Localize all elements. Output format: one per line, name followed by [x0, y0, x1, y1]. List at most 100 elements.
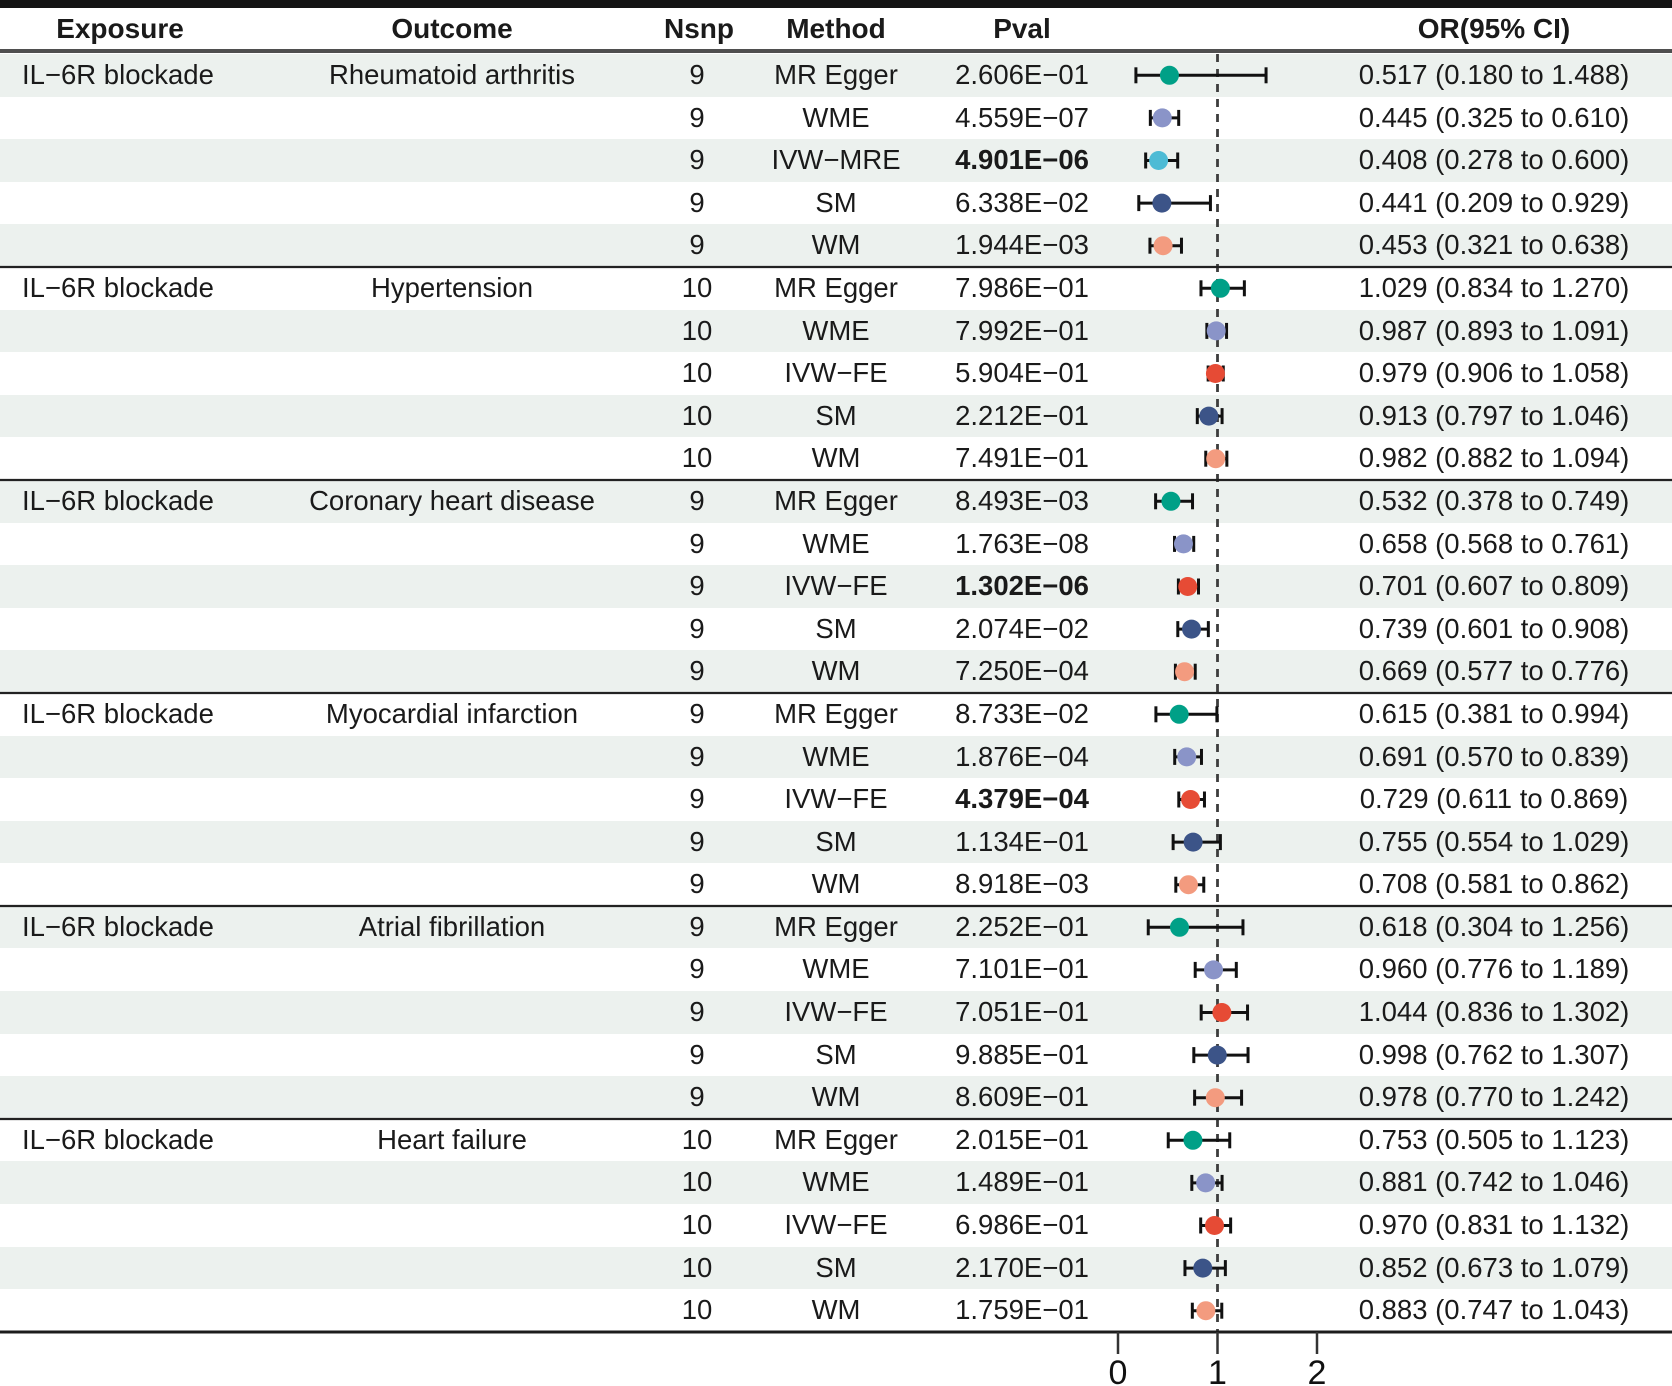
method-cell: SM: [815, 399, 857, 431]
pval-cell: 7.051E−01: [955, 996, 1089, 1028]
pval-cell: 7.986E−01: [955, 271, 1089, 303]
or-ci-cell: 0.960 (0.776 to 1.189): [1358, 953, 1630, 985]
outcome-cell: Hypertension: [370, 271, 534, 303]
table-row: 10 SM 2.170E−01 0.852 (0.673 to 1.079): [0, 1246, 1672, 1290]
table-row: IL−6R blockade Heart failure 10 MR Egger…: [0, 1119, 1672, 1162]
column-header-or-ci: OR(95% CI): [1417, 13, 1571, 44]
table-row: 9 IVW−FE 7.051E−01 1.044 (0.836 to 1.302…: [0, 991, 1672, 1034]
or-ci-cell: 1.044 (0.836 to 1.302): [1358, 996, 1630, 1028]
nsnp-cell: 10: [681, 1123, 713, 1155]
method-cell: WME: [802, 740, 870, 772]
table-row: IL−6R blockade Myocardial infarction 9 M…: [0, 693, 1672, 736]
nsnp-cell: 10: [681, 314, 713, 346]
nsnp-cell: 9: [689, 868, 705, 900]
nsnp-cell: 9: [689, 783, 705, 815]
forest-plot-cell: [1102, 480, 1338, 523]
forest-plot-cell: [1102, 523, 1338, 566]
or-ci-cell: 0.978 (0.770 to 1.242): [1358, 1081, 1630, 1113]
column-header-pval: Pval: [993, 13, 1051, 44]
outcome-cell: [240, 182, 664, 225]
method-cell: WME: [802, 101, 870, 133]
column-header-method: Method: [786, 13, 886, 44]
or-ci-cell: 0.445 (0.325 to 0.610): [1358, 101, 1630, 133]
exposure-cell: [0, 139, 240, 182]
pval-cell: 5.904E−01: [955, 357, 1089, 389]
table-row: 9 IVW−MRE 4.901E−06 0.408 (0.278 to 0.60…: [0, 139, 1672, 182]
pval-cell: 1.302E−06: [955, 570, 1089, 602]
forest-plot-cell: [1102, 778, 1338, 821]
or-ci-cell: 0.755 (0.554 to 1.029): [1358, 825, 1630, 857]
outcome-cell: [240, 991, 664, 1034]
outcome-cell: [240, 608, 664, 651]
method-cell: WME: [802, 527, 870, 559]
exposure-cell: IL−6R blockade: [22, 697, 214, 729]
table-row: IL−6R blockade Coronary heart disease 9 …: [0, 479, 1672, 523]
method-cell: WM: [811, 1294, 861, 1326]
pval-cell: 2.170E−01: [955, 1251, 1089, 1283]
pval-cell: 7.250E−04: [955, 655, 1089, 687]
forest-plot-cell: [1102, 182, 1338, 225]
table-row: 9 IVW−FE 1.302E−06 0.701 (0.607 to 0.809…: [0, 565, 1672, 608]
or-ci-cell: 0.691 (0.570 to 0.839): [1358, 740, 1630, 772]
forest-plot-cell: [1102, 650, 1338, 693]
table-row: 9 SM 1.134E−01 0.755 (0.554 to 1.029): [0, 820, 1672, 864]
method-cell: MR Egger: [774, 271, 898, 303]
or-ci-cell: 0.669 (0.577 to 0.776): [1358, 655, 1630, 687]
or-ci-cell: 0.729 (0.611 to 0.869): [1359, 783, 1629, 815]
forest-plot-cell: [1102, 1119, 1338, 1162]
table-row: 10 SM 2.212E−01 0.913 (0.797 to 1.046): [0, 394, 1672, 438]
or-ci-cell: 0.970 (0.831 to 1.132): [1358, 1209, 1630, 1241]
outcome-cell: [240, 778, 664, 821]
nsnp-cell: 9: [689, 1038, 705, 1070]
or-ci-cell: 0.708 (0.581 to 0.862): [1358, 868, 1630, 900]
exposure-cell: IL−6R blockade: [22, 59, 214, 90]
forest-plot-cell: [1102, 54, 1338, 97]
or-ci-cell: 0.532 (0.378 to 0.749): [1358, 484, 1630, 516]
forest-plot-cell: [1102, 1076, 1338, 1119]
outcome-cell: [240, 352, 664, 395]
method-cell: MR Egger: [774, 1123, 898, 1155]
exposure-cell: [0, 863, 240, 906]
nsnp-cell: 9: [689, 996, 705, 1028]
forest-plot-cell: [1102, 139, 1338, 182]
forest-plot-cell: [1102, 948, 1338, 991]
forest-plot-cell: [1102, 310, 1338, 353]
outcome-cell: Rheumatoid arthritis: [328, 59, 576, 90]
pval-cell: 7.101E−01: [955, 953, 1089, 985]
or-ci-cell: 0.618 (0.304 to 1.256): [1358, 910, 1630, 942]
nsnp-cell: 9: [689, 59, 705, 90]
outcome-cell: Myocardial infarction: [325, 697, 579, 729]
table-row: 9 SM 2.074E−02 0.739 (0.601 to 0.908): [0, 608, 1672, 651]
or-ci-cell: 0.701 (0.607 to 0.809): [1358, 570, 1630, 602]
forest-plot-cell: [1102, 693, 1338, 736]
forest-plot-cell: [1102, 906, 1338, 949]
method-cell: WM: [811, 442, 861, 474]
pval-cell: 4.379E−04: [955, 783, 1089, 815]
column-header-nsnp: Nsnp: [664, 13, 734, 44]
table-row: 9 WME 4.559E−07 0.445 (0.325 to 0.610): [0, 97, 1672, 140]
exposure-cell: [0, 991, 240, 1034]
outcome-cell: [240, 224, 664, 267]
pval-cell: 7.491E−01: [955, 442, 1089, 474]
table-row: 10 IVW−FE 6.986E−01 0.970 (0.831 to 1.13…: [0, 1204, 1672, 1247]
forest-plot-cell: [1102, 736, 1338, 779]
pval-cell: 1.944E−03: [955, 229, 1089, 261]
forest-plot-cell: [1102, 821, 1338, 864]
method-cell: IVW−FE: [784, 783, 888, 815]
exposure-cell: IL−6R blockade: [22, 1123, 214, 1155]
column-header-outcome: Outcome: [391, 13, 513, 44]
method-cell: IVW−FE: [784, 996, 888, 1028]
table-row: 9 WME 1.763E−08 0.658 (0.568 to 0.761): [0, 523, 1672, 566]
exposure-cell: IL−6R blockade: [22, 484, 214, 516]
or-ci-cell: 0.615 (0.381 to 0.994): [1358, 697, 1630, 729]
pval-cell: 2.212E−01: [955, 399, 1089, 431]
forest-plot-cell: [1102, 608, 1338, 651]
method-cell: MR Egger: [774, 910, 898, 942]
exposure-cell: [0, 565, 240, 608]
method-cell: WM: [811, 229, 861, 261]
outcome-cell: [240, 948, 664, 991]
nsnp-cell: 9: [689, 570, 705, 602]
method-cell: IVW−MRE: [771, 144, 901, 176]
axis-tick-label: 0: [1109, 1354, 1128, 1386]
